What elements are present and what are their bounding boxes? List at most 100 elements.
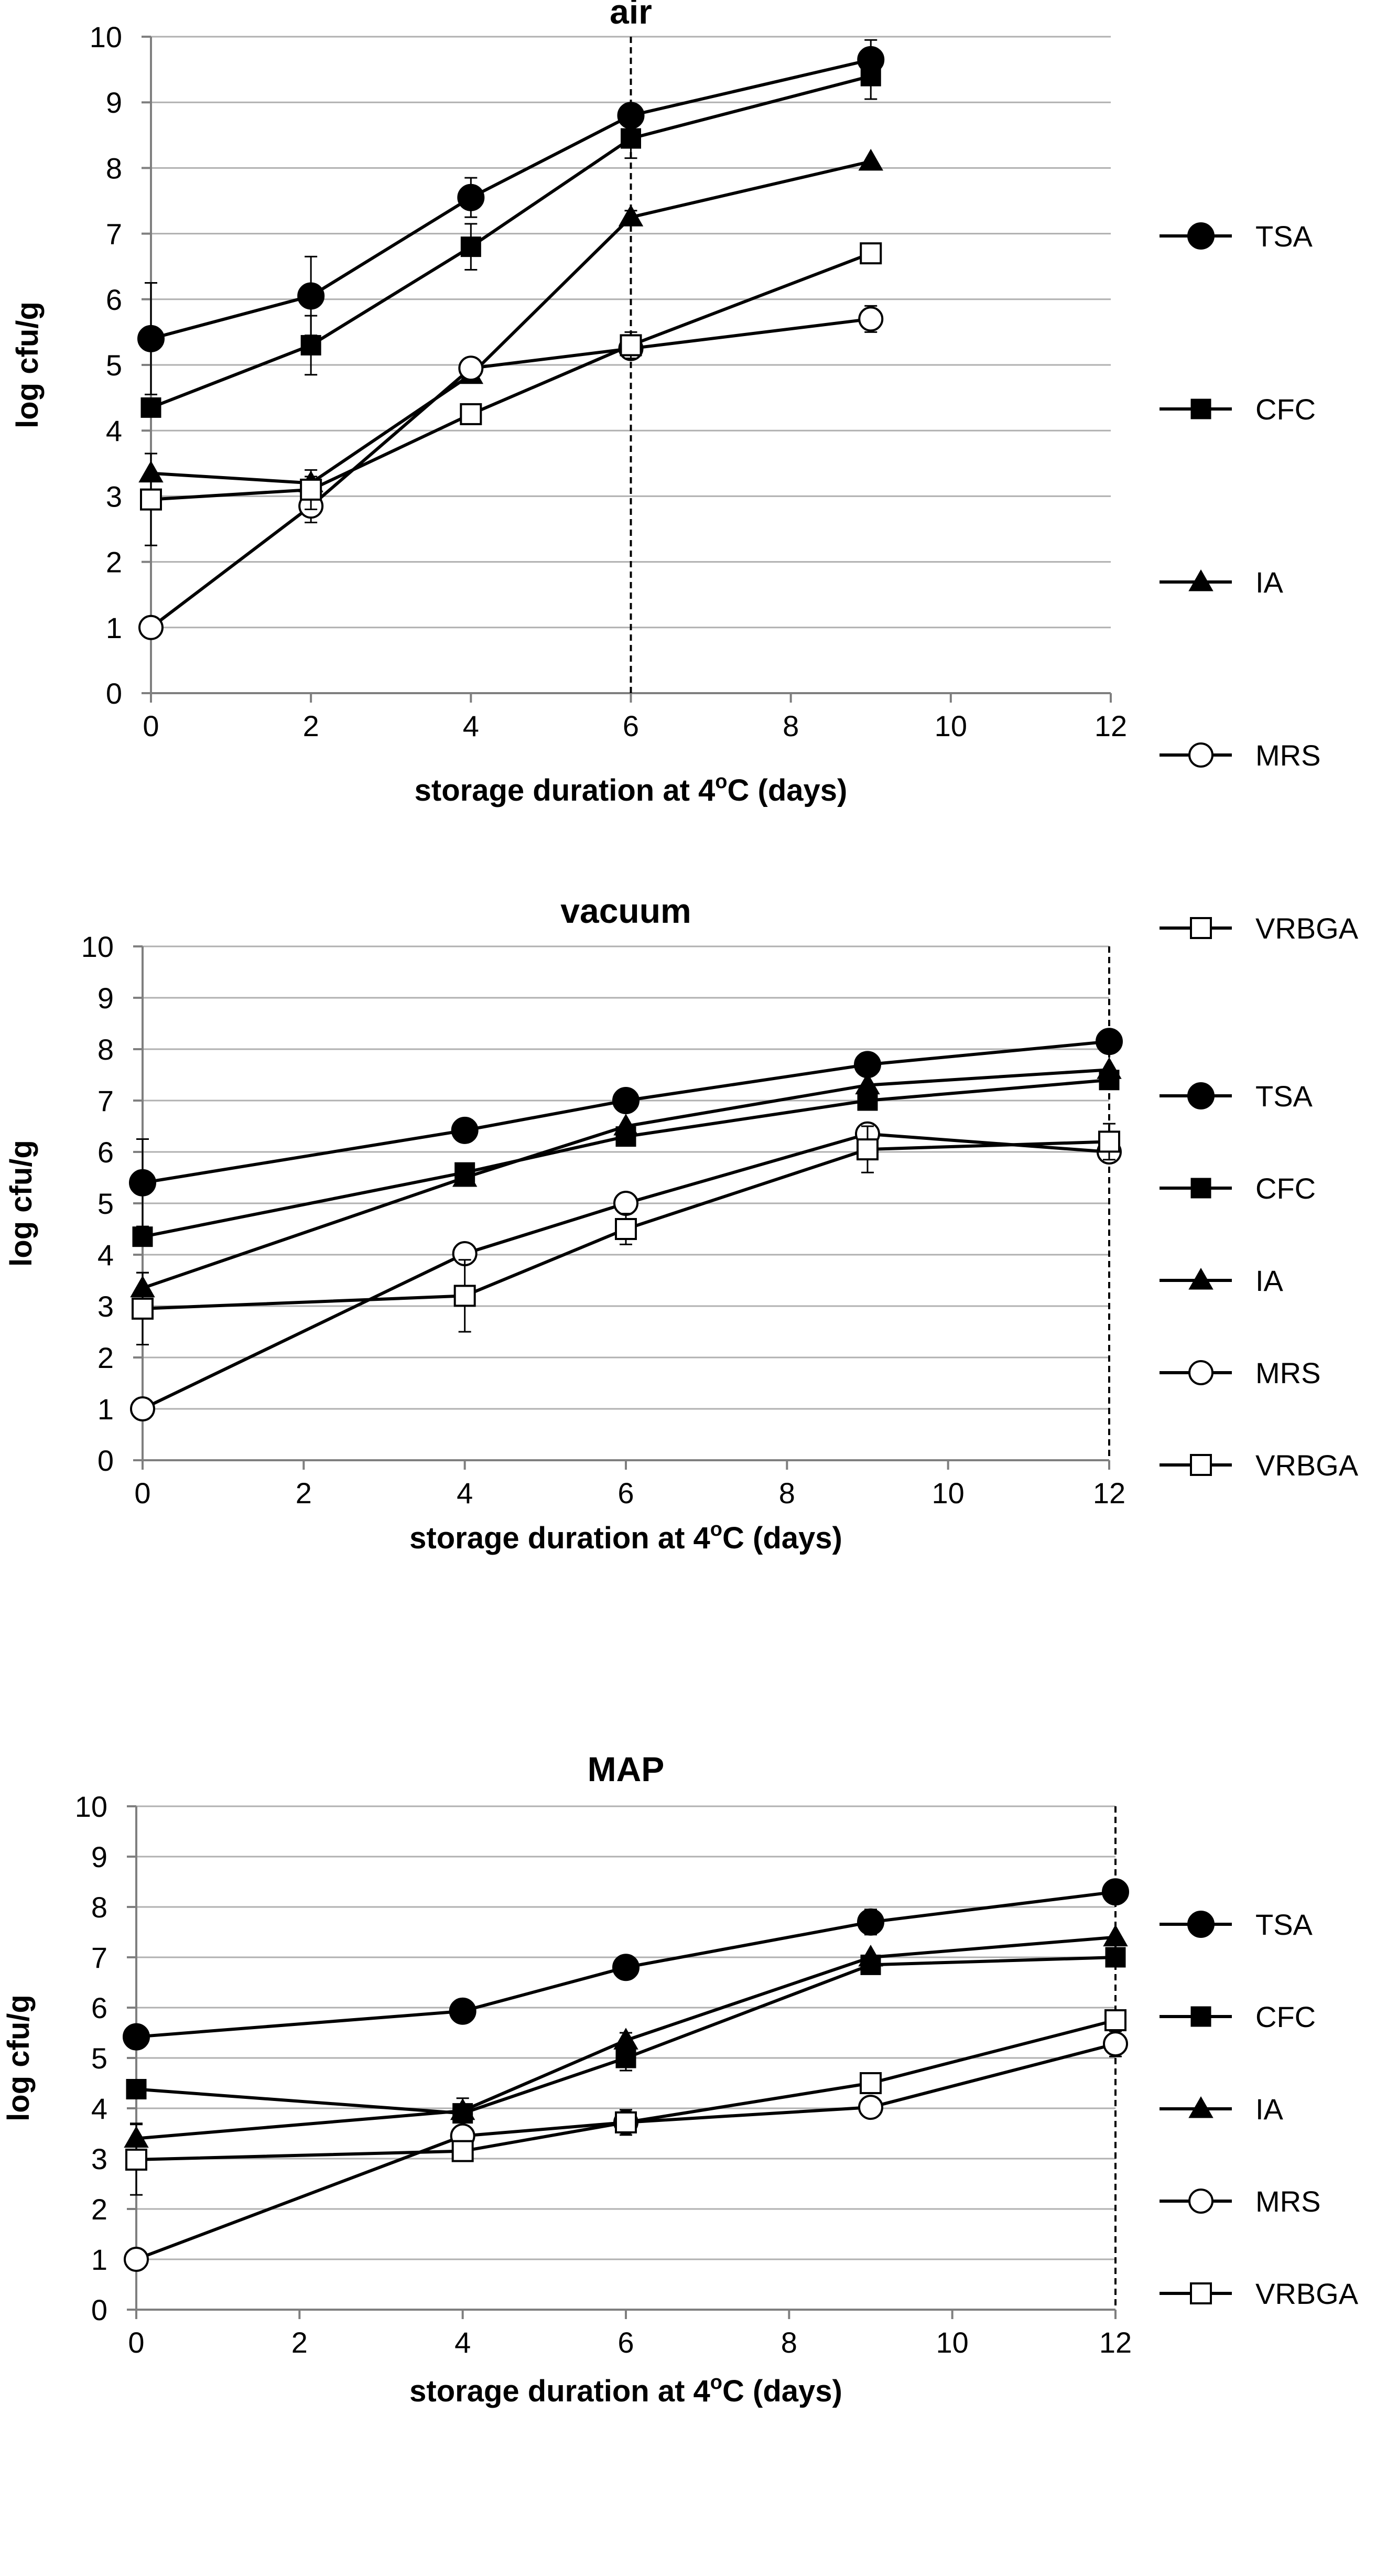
y-tick-label: 9 [91, 1840, 107, 1873]
x-tick-label: 2 [291, 2326, 308, 2359]
data-point [458, 355, 484, 381]
x-axis-label-tail: C (days) [728, 773, 848, 807]
data-point [860, 66, 881, 87]
x-tick-label: 6 [617, 2326, 634, 2359]
x-axis-label-superscript: o [710, 2372, 722, 2394]
legend-item-ia: IA [1160, 566, 1284, 599]
y-tick-label: 6 [106, 283, 122, 316]
x-tick-label: 8 [783, 709, 799, 742]
data-point [1102, 1878, 1129, 1906]
data-point [613, 1191, 638, 1216]
legend-marker [1190, 398, 1211, 419]
x-tick-label: 8 [781, 2326, 797, 2359]
legend-label: TSA [1255, 1908, 1313, 1941]
data-point [452, 1165, 478, 1187]
legend-label: TSA [1255, 1080, 1313, 1113]
x-axis-label-main: storage duration at 4 [415, 773, 716, 807]
y-tick-label: 6 [91, 1991, 107, 2024]
x-tick-label: 10 [935, 709, 967, 742]
y-tick-label: 10 [81, 930, 114, 963]
y-axis-label: log cfu/g [2, 1995, 36, 2121]
y-tick-label: 4 [91, 2092, 107, 2125]
y-axis-label: log cfu/g [10, 301, 45, 428]
legend-marker [1188, 569, 1214, 591]
y-tick-label: 5 [91, 2042, 107, 2075]
data-point [1103, 1924, 1128, 1947]
legend-marker [1188, 1360, 1214, 1385]
x-tick-label: 12 [1093, 1476, 1125, 1510]
y-tick-label: 8 [91, 1891, 107, 1924]
legend-item-tsa: TSA [1160, 1080, 1313, 1113]
legend-marker [1187, 222, 1215, 250]
legend-label: CFC [1255, 393, 1316, 426]
legend-label: MRS [1255, 739, 1320, 772]
data-point [1105, 1947, 1126, 1968]
y-tick-label: 3 [91, 2142, 107, 2175]
data-point [1096, 1028, 1123, 1055]
y-tick-label: 9 [106, 86, 122, 119]
x-tick-label: 4 [463, 709, 479, 742]
series-tsa [123, 1878, 1129, 2051]
data-point [858, 148, 883, 171]
data-point [457, 184, 485, 211]
legend-label: VRBGA [1255, 2277, 1359, 2310]
x-tick-label: 0 [143, 709, 159, 742]
legend-label: IA [1255, 2093, 1284, 2126]
data-point [460, 236, 481, 257]
legend-label: VRBGA [1255, 1449, 1359, 1482]
data-point [613, 1113, 638, 1136]
series-vrbga [125, 2009, 1126, 2196]
x-tick-label: 4 [454, 2326, 471, 2359]
x-tick-label: 2 [296, 1476, 312, 1510]
legend-marker [1188, 1267, 1214, 1290]
y-tick-label: 3 [106, 480, 122, 513]
y-tick-label: 6 [97, 1136, 114, 1169]
x-axis-label: storage duration at 4oC (days) [409, 1518, 842, 1555]
legend-item-ia: IA [1160, 1264, 1284, 1297]
data-point [300, 335, 321, 355]
x-tick-label: 2 [303, 709, 319, 742]
x-tick-label: 10 [936, 2326, 969, 2359]
data-point [449, 1997, 476, 2025]
data-point [300, 478, 322, 501]
legend-item-cfc: CFC [1160, 1172, 1316, 1205]
data-point [855, 1072, 880, 1095]
data-point [618, 204, 644, 227]
legend-label: MRS [1255, 2185, 1320, 2218]
x-axis-label: storage duration at 4oC (days) [409, 2372, 842, 2408]
data-point [615, 2047, 636, 2068]
x-tick-label: 0 [128, 2326, 144, 2359]
data-point [125, 2148, 147, 2171]
x-axis-label-superscript: o [715, 771, 727, 793]
series-cfc [140, 52, 881, 418]
data-point [860, 2072, 882, 2094]
data-point [612, 1087, 640, 1114]
y-tick-label: 5 [97, 1187, 114, 1220]
legend-label: IA [1255, 566, 1284, 599]
chart-title: MAP [588, 1750, 665, 1788]
y-tick-label: 2 [106, 546, 122, 579]
legend-marker [1190, 2006, 1211, 2027]
x-tick-label: 4 [457, 1476, 473, 1510]
legend-label: TSA [1255, 220, 1313, 253]
legend-marker [1188, 2189, 1214, 2214]
data-point [138, 615, 164, 640]
legend-item-tsa: TSA [1160, 220, 1313, 253]
x-axis-label-tail: C (days) [722, 1521, 842, 1555]
data-point [140, 488, 162, 511]
series-ia [124, 1924, 1128, 2154]
data-point [620, 334, 642, 357]
y-tick-label: 9 [97, 982, 114, 1015]
data-point [621, 128, 641, 149]
data-point [857, 1138, 879, 1161]
legend-marker [1187, 1911, 1215, 1938]
x-tick-label: 8 [779, 1476, 795, 1510]
legend-marker [1190, 1454, 1212, 1476]
data-point [858, 1944, 883, 1967]
data-point [140, 397, 161, 418]
y-tick-label: 5 [106, 349, 122, 382]
